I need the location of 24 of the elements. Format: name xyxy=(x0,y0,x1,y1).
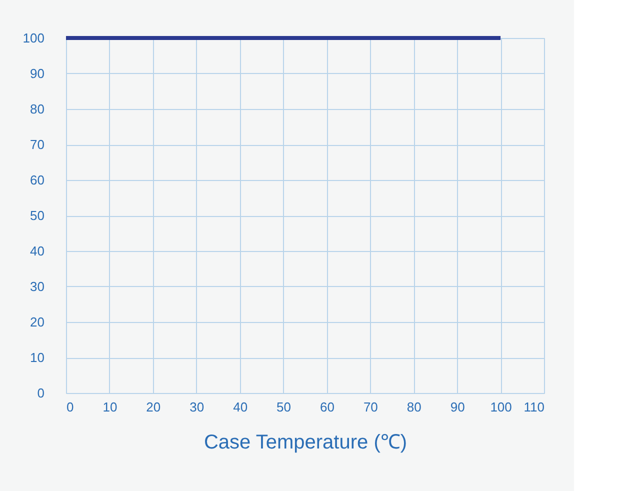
y-tick-label: 0 xyxy=(37,386,44,400)
y-tick-label: 10 xyxy=(30,350,44,365)
x-axis-title: Case Temperature (℃) xyxy=(204,432,408,454)
x-tick-label: 40 xyxy=(233,400,248,414)
x-tick-label: 70 xyxy=(363,400,378,414)
y-tick-label: 20 xyxy=(30,314,44,330)
y-tick-label: 70 xyxy=(30,137,44,152)
y-tick-label: 80 xyxy=(30,102,44,116)
x-tick-label: 0 xyxy=(66,400,74,414)
y-tick-label: 50 xyxy=(30,208,44,223)
x-tick-label: 110 xyxy=(524,400,544,414)
y-tick-label: 100 xyxy=(22,30,44,46)
y-tick-label: 90 xyxy=(30,66,44,81)
x-tick-label: 30 xyxy=(190,400,204,414)
x-tick-label: 10 xyxy=(102,400,118,414)
y-tick-label: 60 xyxy=(30,172,44,188)
x-tick-label: 60 xyxy=(320,400,334,414)
y-tick-label: 40 xyxy=(30,244,44,258)
y-tick-label: 30 xyxy=(30,279,44,294)
x-tick-label: 20 xyxy=(146,400,161,414)
x-tick-label: 100 xyxy=(490,400,512,414)
x-tick-label: 50 xyxy=(276,400,292,414)
x-tick-label: 90 xyxy=(450,400,465,414)
x-tick-label: 80 xyxy=(406,400,422,414)
